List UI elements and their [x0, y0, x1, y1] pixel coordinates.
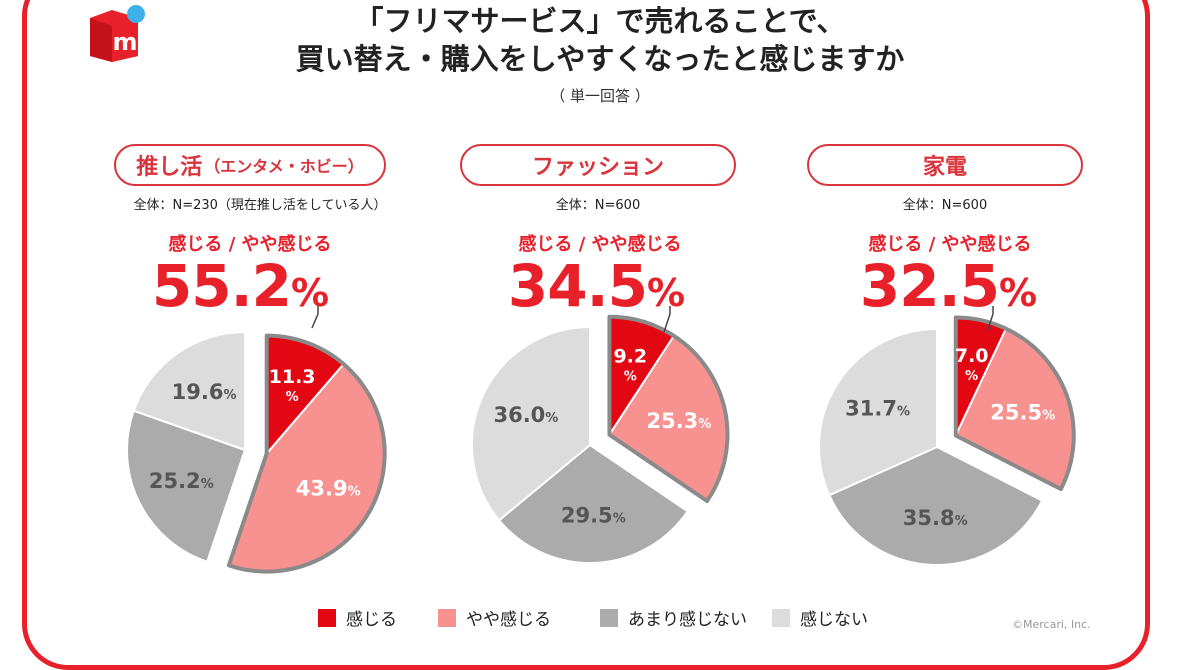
label-number: 25.2 — [149, 469, 201, 493]
label-number: 25.5 — [990, 401, 1042, 425]
label-yaya-kanjiru: 43.9% — [296, 477, 361, 501]
agree-total-unit: % — [647, 271, 685, 315]
label-number: 11.3 — [269, 366, 316, 388]
leader-line — [311, 306, 319, 329]
legend-label: やや感じる — [466, 610, 551, 630]
label-unit: % — [613, 512, 626, 527]
agree-total-label: 感じる / やや感じる — [868, 234, 1032, 255]
legend-item-yaya-kanjiru: やや感じる — [438, 605, 551, 630]
leader-line — [986, 306, 994, 333]
sample-size: 全体：N=600 — [902, 198, 988, 213]
slice-amari-kanjinai — [126, 409, 247, 564]
label-number: 29.5 — [561, 504, 613, 528]
slice-amari-kanjinai — [827, 445, 1044, 566]
agree-total-label: 感じる / やや感じる — [518, 234, 682, 255]
agree-total-value: 34.5% — [476, 252, 716, 320]
panel-label-oshikatsu: 推し活 （エンタメ・ホビー） — [114, 144, 386, 186]
label-unit: % — [965, 369, 978, 384]
label-unit: % — [223, 388, 236, 403]
pie-chart-2: 7.0 %25.5%35.8%31.7% — [818, 306, 1076, 566]
legend-label: 感じる — [346, 610, 397, 630]
agree-total-number: 34.5 — [507, 252, 648, 320]
panel-title: 推し活 — [136, 155, 203, 180]
label-number: 31.7 — [845, 397, 897, 421]
agree-total-number: 32.5 — [859, 252, 1000, 320]
label-amari-kanjinai: 25.2% — [149, 469, 214, 493]
label-number: 19.6 — [172, 380, 224, 404]
label-unit: % — [897, 405, 910, 420]
label-number: 36.0 — [493, 403, 545, 427]
label-number: 7.0 — [955, 345, 989, 367]
label-number: 25.3 — [646, 409, 698, 433]
slice-kanjinai — [132, 330, 246, 452]
label-number: 43.9 — [296, 477, 348, 501]
label-kanjinai: 19.6% — [172, 380, 237, 404]
legend-swatch — [772, 608, 790, 627]
legend-label: 感じない — [800, 610, 868, 630]
label-unit: % — [286, 390, 299, 405]
label-number: 9.2 — [613, 346, 647, 368]
leader-line — [663, 306, 671, 333]
agree-total-number: 55.2 — [151, 252, 292, 320]
pie-charts: 11.3 %43.9%25.2%19.6%9.2 %25.3%29.5%36.0%7… — [126, 306, 1076, 574]
legend-swatch — [438, 608, 456, 627]
answer-type-note: （ 単一回答 ） — [550, 87, 650, 105]
legend-item-kanjinai: 感じない — [772, 605, 868, 630]
agree-group-outline — [607, 314, 730, 504]
legend-swatch — [318, 608, 336, 627]
sample-size: 全体：N=230（現在推し活をしている人） — [133, 198, 387, 213]
slice-kanjinai — [818, 327, 938, 497]
agree-total-value: 32.5% — [828, 252, 1068, 320]
label-unit: % — [545, 411, 558, 426]
label-kanjiru: 9.2% — [613, 346, 647, 385]
panel-title: 家電 — [922, 155, 967, 180]
label-kanjinai: 31.7% — [845, 397, 910, 421]
panel-label-appliances: 家電 — [807, 144, 1083, 186]
pie-chart-0: 11.3 %43.9%25.2%19.6% — [126, 306, 387, 574]
agree-total-value: 55.2% — [120, 252, 360, 320]
legend-label: あまり感じない — [628, 610, 747, 630]
label-yaya-kanjiru: 25.3% — [646, 409, 711, 433]
label-unit: % — [348, 485, 361, 500]
agree-total-unit: % — [291, 271, 329, 315]
legend: 感じる やや感じる あまり感じない 感じない — [0, 605, 1200, 630]
panel-title: ファッション — [531, 155, 664, 180]
agree-group-outline — [226, 333, 387, 574]
label-unit: % — [955, 514, 968, 529]
slice-amari-kanjinai — [497, 443, 689, 565]
label-amari-kanjinai: 35.8% — [903, 506, 968, 530]
label-kanjiru: 11.3% — [269, 366, 316, 405]
label-yaya-kanjiru: 25.5% — [990, 401, 1055, 425]
label-number: 35.8 — [903, 506, 955, 530]
agree-total-unit: % — [999, 271, 1037, 315]
label-amari-kanjinai: 29.5% — [561, 504, 626, 528]
chart-title-line1: 「フリマサービス」で売れることで、 — [354, 4, 846, 38]
label-unit: % — [1042, 409, 1055, 424]
mercari-logo-icon: m — [90, 5, 145, 62]
agree-group-outline — [953, 315, 1076, 492]
label-unit: % — [624, 370, 637, 385]
logo-letter: m — [112, 28, 137, 56]
pie-chart-1: 9.2 %25.3%29.5%36.0% — [471, 306, 730, 565]
agree-total-label: 感じる / やや感じる — [168, 234, 332, 255]
sample-size: 全体：N=600 — [555, 198, 641, 213]
panel-label-fashion: ファッション — [460, 144, 736, 186]
legend-swatch — [600, 608, 618, 627]
legend-item-kanjiru: 感じる — [318, 605, 397, 630]
label-unit: % — [201, 477, 214, 492]
panel-title-note: （エンタメ・ホビー） — [204, 157, 364, 176]
label-kanjinai: 36.0% — [493, 403, 558, 427]
slice-kanjinai — [471, 325, 591, 522]
legend-item-amari-kanjinai: あまり感じない — [600, 605, 747, 630]
label-unit: % — [698, 417, 711, 432]
chart-title-line2: 買い替え・購入をしやすくなったと感じますか — [295, 42, 905, 76]
copyright-credit: ©Mercari, Inc. — [1012, 618, 1091, 631]
label-kanjiru: 7.0% — [955, 345, 989, 384]
